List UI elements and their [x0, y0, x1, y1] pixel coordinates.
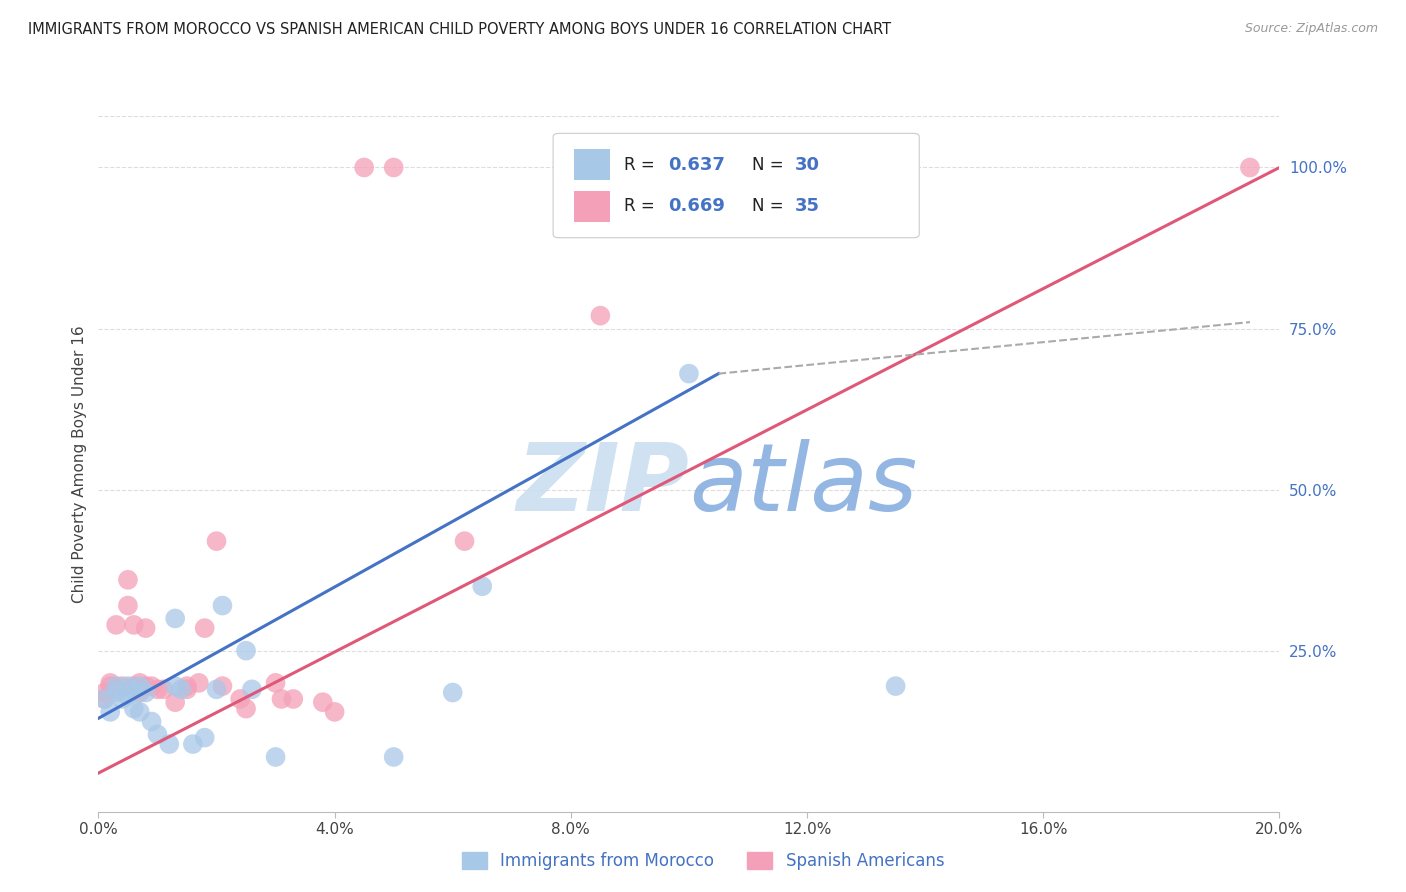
- Point: [205, 534, 228, 549]
- Point: [264, 750, 287, 764]
- Point: [312, 695, 335, 709]
- Y-axis label: Child Poverty Among Boys Under 16: Child Poverty Among Boys Under 16: [72, 325, 87, 603]
- Point: [165, 695, 187, 709]
- Point: [165, 679, 187, 693]
- Point: [135, 679, 157, 693]
- Point: [240, 682, 263, 697]
- Text: R =: R =: [624, 197, 659, 215]
- Point: [98, 705, 121, 719]
- Point: [441, 685, 464, 699]
- Point: [235, 643, 257, 657]
- Point: [382, 750, 405, 764]
- Point: [264, 676, 287, 690]
- Point: [98, 676, 121, 690]
- Text: 35: 35: [796, 197, 820, 215]
- Point: [678, 367, 700, 381]
- Point: [93, 692, 115, 706]
- Point: [211, 599, 233, 613]
- Point: [270, 692, 292, 706]
- Point: [205, 682, 228, 697]
- Text: R =: R =: [624, 156, 659, 174]
- Point: [157, 737, 180, 751]
- FancyBboxPatch shape: [575, 191, 610, 222]
- Point: [453, 534, 475, 549]
- Point: [165, 611, 187, 625]
- Point: [135, 685, 157, 699]
- Point: [283, 692, 305, 706]
- Point: [122, 618, 145, 632]
- Text: ZIP: ZIP: [516, 439, 689, 531]
- Text: IMMIGRANTS FROM MOROCCO VS SPANISH AMERICAN CHILD POVERTY AMONG BOYS UNDER 16 CO: IMMIGRANTS FROM MOROCCO VS SPANISH AMERI…: [28, 22, 891, 37]
- Point: [111, 679, 134, 693]
- Point: [471, 579, 494, 593]
- Point: [1239, 161, 1261, 175]
- Point: [152, 682, 174, 697]
- Point: [141, 714, 163, 729]
- Point: [105, 682, 128, 697]
- Text: 0.669: 0.669: [668, 197, 724, 215]
- Point: [176, 679, 198, 693]
- Text: N =: N =: [752, 156, 789, 174]
- Text: 0.637: 0.637: [668, 156, 724, 174]
- FancyBboxPatch shape: [553, 134, 920, 238]
- Point: [382, 161, 405, 175]
- Point: [122, 701, 145, 715]
- Point: [105, 618, 128, 632]
- Point: [589, 309, 612, 323]
- Point: [194, 621, 217, 635]
- Point: [176, 682, 198, 697]
- Point: [135, 621, 157, 635]
- Point: [146, 682, 169, 697]
- Point: [884, 679, 907, 693]
- Point: [128, 676, 150, 690]
- Point: [128, 685, 150, 699]
- Point: [229, 692, 252, 706]
- Point: [93, 692, 115, 706]
- Point: [117, 599, 139, 613]
- Point: [93, 685, 115, 699]
- Point: [235, 701, 257, 715]
- Text: atlas: atlas: [689, 439, 917, 530]
- Point: [111, 692, 134, 706]
- Point: [98, 679, 121, 693]
- Legend: Immigrants from Morocco, Spanish Americans: Immigrants from Morocco, Spanish America…: [457, 847, 949, 875]
- Point: [117, 679, 139, 693]
- Text: N =: N =: [752, 197, 789, 215]
- Point: [122, 679, 145, 693]
- Point: [353, 161, 375, 175]
- Point: [105, 685, 128, 699]
- Point: [170, 682, 193, 697]
- FancyBboxPatch shape: [575, 149, 610, 180]
- Point: [146, 727, 169, 741]
- Point: [117, 573, 139, 587]
- Point: [211, 679, 233, 693]
- Point: [122, 682, 145, 697]
- Point: [181, 737, 204, 751]
- Point: [117, 689, 139, 703]
- Point: [128, 705, 150, 719]
- Point: [194, 731, 217, 745]
- Point: [128, 679, 150, 693]
- Text: 30: 30: [796, 156, 820, 174]
- Point: [141, 679, 163, 693]
- Point: [323, 705, 346, 719]
- Point: [105, 679, 128, 693]
- Point: [187, 676, 209, 690]
- Text: Source: ZipAtlas.com: Source: ZipAtlas.com: [1244, 22, 1378, 36]
